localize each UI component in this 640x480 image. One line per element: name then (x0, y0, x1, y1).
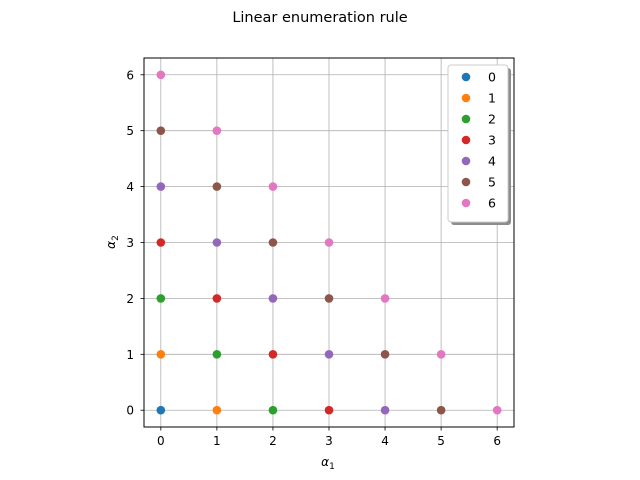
legend-marker (461, 156, 471, 166)
x-tick-label: 5 (437, 434, 445, 448)
legend-label: 2 (488, 112, 496, 127)
legend-item: 3 (461, 133, 496, 148)
data-point (156, 182, 166, 191)
data-point (156, 238, 166, 247)
legend-item: 1 (461, 91, 496, 106)
series-5 (156, 126, 446, 415)
x-axis-label: α1 (321, 455, 335, 472)
data-point (212, 238, 222, 247)
series-0 (156, 405, 166, 415)
data-point (156, 126, 166, 135)
y-tick-label: 3 (126, 236, 134, 250)
x-tick-label: 4 (381, 434, 389, 448)
y-tick-label: 1 (126, 348, 134, 362)
series-6 (156, 70, 502, 415)
data-point (156, 405, 166, 415)
data-point (324, 238, 334, 247)
data-point (380, 350, 390, 359)
data-point (156, 294, 166, 303)
y-tick-label: 5 (126, 124, 134, 138)
data-point (212, 350, 222, 359)
chart-title: Linear enumeration rule (232, 10, 407, 26)
data-point (380, 405, 390, 415)
y-axis-label-subscript: 2 (111, 235, 121, 241)
data-point (268, 238, 278, 247)
y-tick-label: 4 (126, 180, 134, 194)
series-4 (156, 182, 390, 415)
legend-item: 0 (461, 70, 496, 85)
legend-marker (461, 114, 471, 124)
data-point (212, 126, 222, 135)
legend-marker (461, 93, 471, 103)
y-axis-ticks: 0 1 2 3 4 5 6 (126, 68, 144, 418)
legend-label: 3 (488, 133, 496, 148)
data-point (436, 405, 446, 415)
data-point (268, 182, 278, 191)
series-2 (156, 294, 278, 415)
data-point (156, 70, 166, 80)
legend-label: 4 (488, 154, 496, 169)
data-point (212, 182, 222, 191)
data-point (268, 294, 278, 303)
data-point (436, 350, 446, 359)
data-points (156, 70, 502, 415)
x-tick-label: 2 (269, 434, 277, 448)
y-tick-label: 6 (126, 68, 134, 82)
legend-marker (461, 135, 471, 145)
legend-marker (461, 198, 471, 208)
data-point (156, 350, 166, 359)
series-3 (156, 238, 334, 415)
data-point (212, 405, 222, 415)
x-axis-label-symbol: α (321, 455, 329, 469)
legend-label: 5 (488, 175, 496, 190)
x-axis-label-subscript: 1 (329, 462, 335, 472)
x-tick-label: 1 (213, 434, 221, 448)
legend-label: 6 (488, 196, 496, 211)
legend-item: 4 (461, 154, 496, 169)
legend-label: 1 (488, 91, 496, 106)
y-axis-label-symbol: α (104, 241, 118, 249)
y-axis-label: α2 (104, 235, 121, 249)
data-point (212, 294, 222, 303)
x-tick-label: 0 (157, 434, 165, 448)
x-tick-label: 6 (493, 434, 501, 448)
data-point (268, 350, 278, 359)
x-axis-ticks: 0 1 2 3 4 5 6 (157, 427, 501, 448)
data-point (492, 405, 502, 415)
legend-item: 2 (461, 112, 496, 127)
y-tick-label: 2 (126, 292, 134, 306)
legend-box (447, 64, 509, 223)
legend-item: 6 (461, 196, 496, 211)
legend: 0 1 2 3 4 5 6 (447, 64, 511, 225)
legend-item: 5 (461, 175, 496, 190)
legend-marker (461, 72, 471, 82)
y-tick-label: 0 (126, 404, 134, 418)
data-point (268, 405, 278, 415)
series-1 (156, 350, 222, 415)
data-point (380, 294, 390, 303)
data-point (324, 405, 334, 415)
data-point (324, 350, 334, 359)
legend-label: 0 (488, 70, 496, 85)
data-point (324, 294, 334, 303)
x-tick-label: 3 (325, 434, 333, 448)
legend-marker (461, 177, 471, 187)
